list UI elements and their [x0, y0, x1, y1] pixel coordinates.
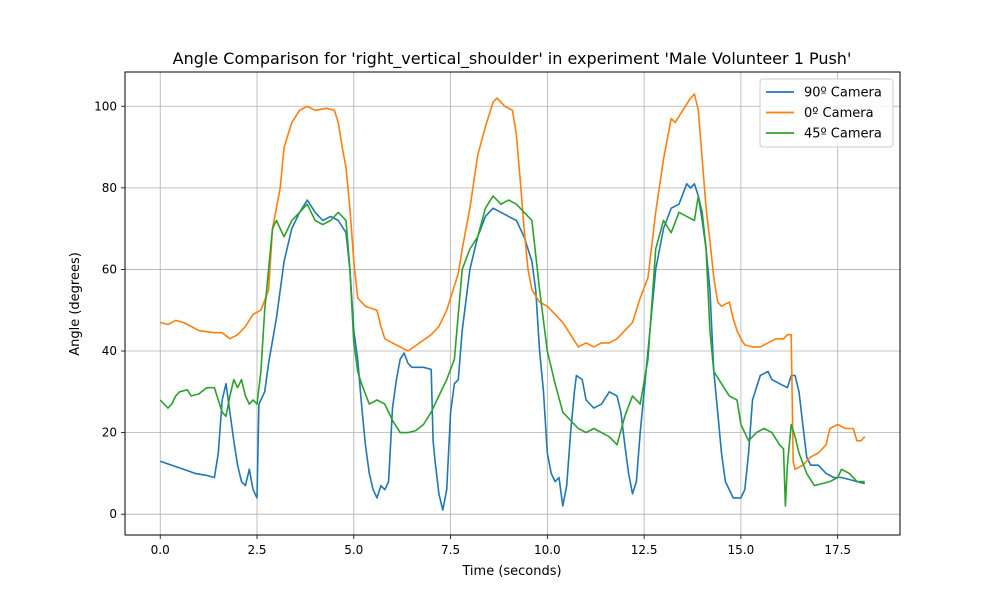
- x-tick-label: 15.0: [728, 543, 755, 557]
- series-line: [160, 93, 866, 471]
- legend-label: 45º Camera: [804, 127, 882, 142]
- x-tick-label: 12.5: [631, 543, 658, 557]
- y-axis-label: Angle (degrees): [68, 252, 83, 356]
- y-tick-label: 100: [94, 99, 117, 113]
- x-tick-label: 5.0: [344, 543, 363, 557]
- y-tick-label: 60: [102, 262, 117, 276]
- x-tick-label: 7.5: [441, 543, 460, 557]
- chart-title: Angle Comparison for 'right_vertical_sho…: [173, 49, 852, 69]
- series-lines: [159, 93, 866, 511]
- y-tick-label: 80: [102, 181, 117, 195]
- legend-label: 90º Camera: [804, 86, 882, 101]
- series-line: [159, 195, 865, 507]
- legend-label: 0º Camera: [804, 106, 874, 121]
- x-tick-label: 2.5: [247, 543, 266, 557]
- x-tick-label: 17.5: [824, 543, 851, 557]
- axis-ticks: 0.0 2.5 5.0 7.5 10.0 12.5 15.0 17.5 0 20 40 60 80 100: [94, 99, 851, 557]
- legend: 90º Camera 0º Camera 45º Camera: [759, 78, 894, 148]
- x-tick-label: 0.0: [151, 543, 170, 557]
- series-line: [159, 183, 865, 511]
- y-tick-label: 20: [102, 426, 117, 440]
- plot-area-frame: [124, 71, 901, 536]
- y-tick-label: 0: [109, 507, 117, 521]
- x-tick-label: 10.0: [534, 543, 561, 557]
- legend-box: [759, 78, 894, 148]
- y-tick-label: 40: [102, 344, 117, 358]
- x-axis-label: Time (seconds): [461, 564, 561, 579]
